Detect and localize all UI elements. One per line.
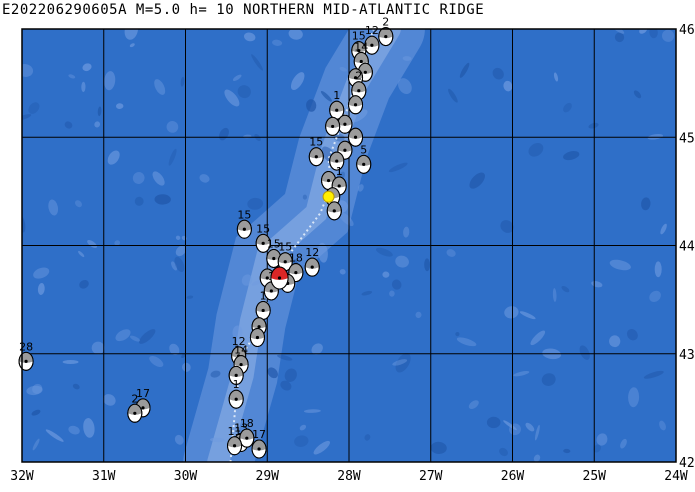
map-frame	[21, 28, 677, 463]
longitude-tick-label: 25W	[583, 469, 607, 484]
longitude-tick-label: 24W	[664, 469, 688, 484]
event-depth-label: 1	[233, 378, 240, 391]
event-depth-label: 15	[237, 208, 251, 221]
event-depth-label: 15	[352, 30, 366, 43]
longitude-tick-label: 26W	[501, 469, 525, 484]
epicenter-marker	[322, 190, 335, 203]
focal-mechanism	[353, 51, 369, 71]
mainshock-layer	[270, 190, 335, 290]
event-depth-label: 15	[278, 241, 292, 254]
longitude-tick-label: 31W	[92, 469, 116, 484]
event-depth-label: 18	[240, 417, 254, 430]
focal-mechanism	[337, 114, 353, 134]
focal-mechanisms: 2121514211551151515151218111214113181117…	[18, 16, 394, 459]
event-depth-label: 14	[234, 344, 248, 357]
focal-mechanism	[351, 81, 367, 101]
focal-mechanism	[228, 365, 244, 385]
event-depth-label: 2	[382, 16, 389, 29]
focal-mechanism	[308, 147, 324, 167]
focal-mechanism	[326, 201, 342, 221]
event-depth-label: 11	[228, 425, 242, 438]
mainshock-mechanism	[270, 266, 289, 290]
focal-mechanism	[348, 127, 364, 147]
latitude-tick-label: 44N	[679, 240, 695, 255]
latitude-axis: 46N 45N 44N 43N 42N	[679, 23, 695, 471]
longitude-axis: 32W 31W 30W 29W 28W 27W 26W 25W 24W	[10, 469, 688, 484]
latitude-tick-label: 46N	[679, 23, 695, 38]
latitude-tick-label: 42N	[679, 456, 695, 471]
event-depth-label: 2	[131, 392, 138, 405]
focal-mechanism	[228, 389, 244, 409]
focal-mechanism	[378, 27, 394, 47]
event-depth-label: 2	[355, 70, 362, 83]
event-depth-label: 15	[256, 222, 270, 235]
focal-mechanism	[236, 219, 252, 239]
focal-mechanism	[325, 116, 341, 136]
focal-mechanism	[255, 300, 271, 320]
event-depth-label: 28	[19, 340, 33, 353]
event-depth-label: 12	[305, 246, 319, 259]
event-depth-label: 15	[309, 136, 323, 149]
longitude-tick-label: 29W	[256, 469, 280, 484]
longitude-tick-label: 27W	[419, 469, 443, 484]
map-title: E202206290605A M=5.0 h= 10 NORTHERN MID-…	[2, 2, 485, 18]
focal-mechanism	[239, 428, 255, 448]
focal-mechanism	[127, 403, 143, 423]
event-depth-label: 12	[365, 24, 379, 37]
event-depth-label: 1	[260, 289, 267, 302]
focal-mechanism	[251, 439, 267, 459]
focal-mechanism	[356, 154, 372, 174]
focal-mechanism	[348, 95, 364, 115]
focal-mechanism	[18, 351, 34, 371]
event-depth-label: 18	[289, 252, 303, 265]
focal-mechanism	[227, 436, 243, 456]
focal-mechanism	[249, 328, 265, 348]
event-depth-label: 17	[252, 428, 266, 441]
longitude-tick-label: 32W	[10, 469, 34, 484]
longitude-tick-label: 30W	[174, 469, 198, 484]
event-depth-label: 15	[267, 237, 281, 250]
latitude-tick-label: 45N	[679, 131, 695, 146]
event-depth-label: 1	[336, 165, 343, 178]
event-depth-label: 1	[333, 89, 340, 102]
longitude-tick-label: 28W	[337, 469, 361, 484]
event-depth-label: 17	[136, 387, 150, 400]
focal-mechanism	[277, 252, 293, 272]
event-depth-label: 14	[354, 40, 368, 53]
focal-mechanism	[329, 151, 345, 171]
event-depth-label: 12	[232, 335, 246, 348]
latitude-tick-label: 43N	[679, 348, 695, 363]
focal-mechanism	[304, 257, 320, 277]
focal-mechanism	[255, 233, 271, 253]
event-depth-label: 5	[360, 143, 367, 156]
